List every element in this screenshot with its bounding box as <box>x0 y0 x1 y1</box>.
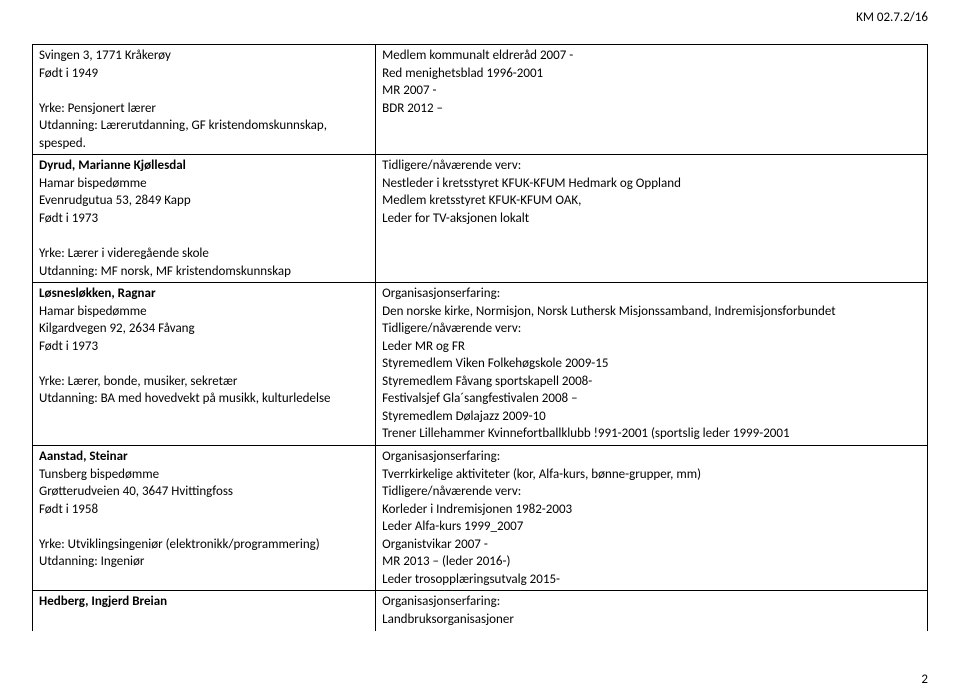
text-line: Født i 1973 <box>39 338 369 356</box>
text-line: MR 2013 – (leder 2016-) <box>382 553 921 571</box>
cell-right: Organisasjonserfaring:Tverrkirkelige akt… <box>376 446 928 591</box>
cell-left: Hedberg, Ingjerd Breian <box>33 591 376 631</box>
text-line: Født i 1949 <box>39 65 369 83</box>
text-line: Styremedlem Fåvang sportskapell 2008- <box>382 373 921 391</box>
text-line: Nestleder i kretsstyret KFUK-KFUM Hedmar… <box>382 175 921 193</box>
cell-right: Medlem kommunalt eldreråd 2007 -Red meni… <box>376 45 928 155</box>
text-line: Medlem kretsstyret KFUK-KFUM OAK, <box>382 192 921 210</box>
text-line: Organisasjonserfaring: <box>382 285 921 303</box>
cell-left: Løsnesløkken, RagnarHamar bispedømmeKilg… <box>33 283 376 446</box>
text-line: MR 2007 - <box>382 82 921 100</box>
text-line <box>39 227 369 245</box>
text-line: Svingen 3, 1771 Kråkerøy <box>39 47 369 65</box>
page: KM 02.7.2/16 Svingen 3, 1771 KråkerøyFød… <box>0 0 960 695</box>
text-line: Tunsberg bispedømme <box>39 466 369 484</box>
header-code: KM 02.7.2/16 <box>856 10 928 25</box>
cell-left: Svingen 3, 1771 KråkerøyFødt i 1949 Yrke… <box>33 45 376 155</box>
text-line: Hamar bispedømme <box>39 175 369 193</box>
text-line <box>39 82 369 100</box>
text-line: Festivalsjef Gla´sangfestivalen 2008 – <box>382 390 921 408</box>
text-line: Kilgardvegen 92, 2634 Fåvang <box>39 320 369 338</box>
cell-left: Aanstad, SteinarTunsberg bispedømmeGrøtt… <box>33 446 376 591</box>
text-line: Organistvikar 2007 - <box>382 536 921 554</box>
text-line: Tidligere/nåværende verv: <box>382 320 921 338</box>
text-line: Den norske kirke, Normisjon, Norsk Luthe… <box>382 303 921 321</box>
text-line: Grøtterudveien 40, 3647 Hvittingfoss <box>39 483 369 501</box>
page-number: 2 <box>921 672 928 687</box>
text-line: Yrke: Lærer i videregående skole <box>39 245 369 263</box>
text-line: Leder Alfa-kurs 1999_2007 <box>382 518 921 536</box>
text-line: Leder for TV-aksjonen lokalt <box>382 210 921 228</box>
person-name: Hedberg, Ingjerd Breian <box>39 593 369 611</box>
text-line: Organisasjonserfaring: <box>382 448 921 466</box>
text-line: BDR 2012 – <box>382 100 921 118</box>
text-line: Leder MR og FR <box>382 338 921 356</box>
text-line: Red menighetsblad 1996-2001 <box>382 65 921 83</box>
text-line: Evenrudgutua 53, 2849 Kapp <box>39 192 369 210</box>
text-line: Styremedlem Viken Folkehøgskole 2009-15 <box>382 355 921 373</box>
text-line: Medlem kommunalt eldreråd 2007 - <box>382 47 921 65</box>
text-line: Yrke: Pensjonert lærer <box>39 100 369 118</box>
person-name: Aanstad, Steinar <box>39 448 369 466</box>
text-line: Tverrkirkelige aktiviteter (kor, Alfa-ku… <box>382 466 921 484</box>
text-line: Tidligere/nåværende verv: <box>382 157 921 175</box>
text-line <box>39 518 369 536</box>
cell-right: Organisasjonserfaring:Landbruksorganisas… <box>376 591 928 631</box>
person-name: Dyrud, Marianne Kjøllesdal <box>39 157 369 175</box>
text-line: Utdanning: Lærerutdanning, GF kristendom… <box>39 117 369 152</box>
text-line: Styremedlem Dølajazz 2009-10 <box>382 408 921 426</box>
text-line: Utdanning: MF norsk, MF kristendomskunns… <box>39 263 369 281</box>
cell-left: Dyrud, Marianne KjøllesdalHamar bispedøm… <box>33 155 376 283</box>
text-line: Organisasjonserfaring: <box>382 593 921 611</box>
text-line: Trener Lillehammer Kvinnefortballklubb !… <box>382 425 921 443</box>
text-line <box>39 355 369 373</box>
text-line: Tidligere/nåværende verv: <box>382 483 921 501</box>
text-line: Yrke: Utviklingsingeniør (elektronikk/pr… <box>39 536 369 554</box>
text-line: Hamar bispedømme <box>39 303 369 321</box>
person-name: Løsnesløkken, Ragnar <box>39 285 369 303</box>
text-line: Utdanning: BA med hovedvekt på musikk, k… <box>39 390 369 408</box>
text-line: Leder trosopplæringsutvalg 2015- <box>382 571 921 589</box>
cell-right: Tidligere/nåværende verv:Nestleder i kre… <box>376 155 928 283</box>
cell-right: Organisasjonserfaring:Den norske kirke, … <box>376 283 928 446</box>
text-line: Korleder i Indremisjonen 1982-2003 <box>382 501 921 519</box>
text-line: Landbruksorganisasjoner <box>382 611 921 629</box>
text-line: Født i 1973 <box>39 210 369 228</box>
content-table: Svingen 3, 1771 KråkerøyFødt i 1949 Yrke… <box>32 44 928 631</box>
text-line: Født i 1958 <box>39 501 369 519</box>
text-line: Utdanning: Ingeniør <box>39 553 369 571</box>
text-line: Yrke: Lærer, bonde, musiker, sekretær <box>39 373 369 391</box>
